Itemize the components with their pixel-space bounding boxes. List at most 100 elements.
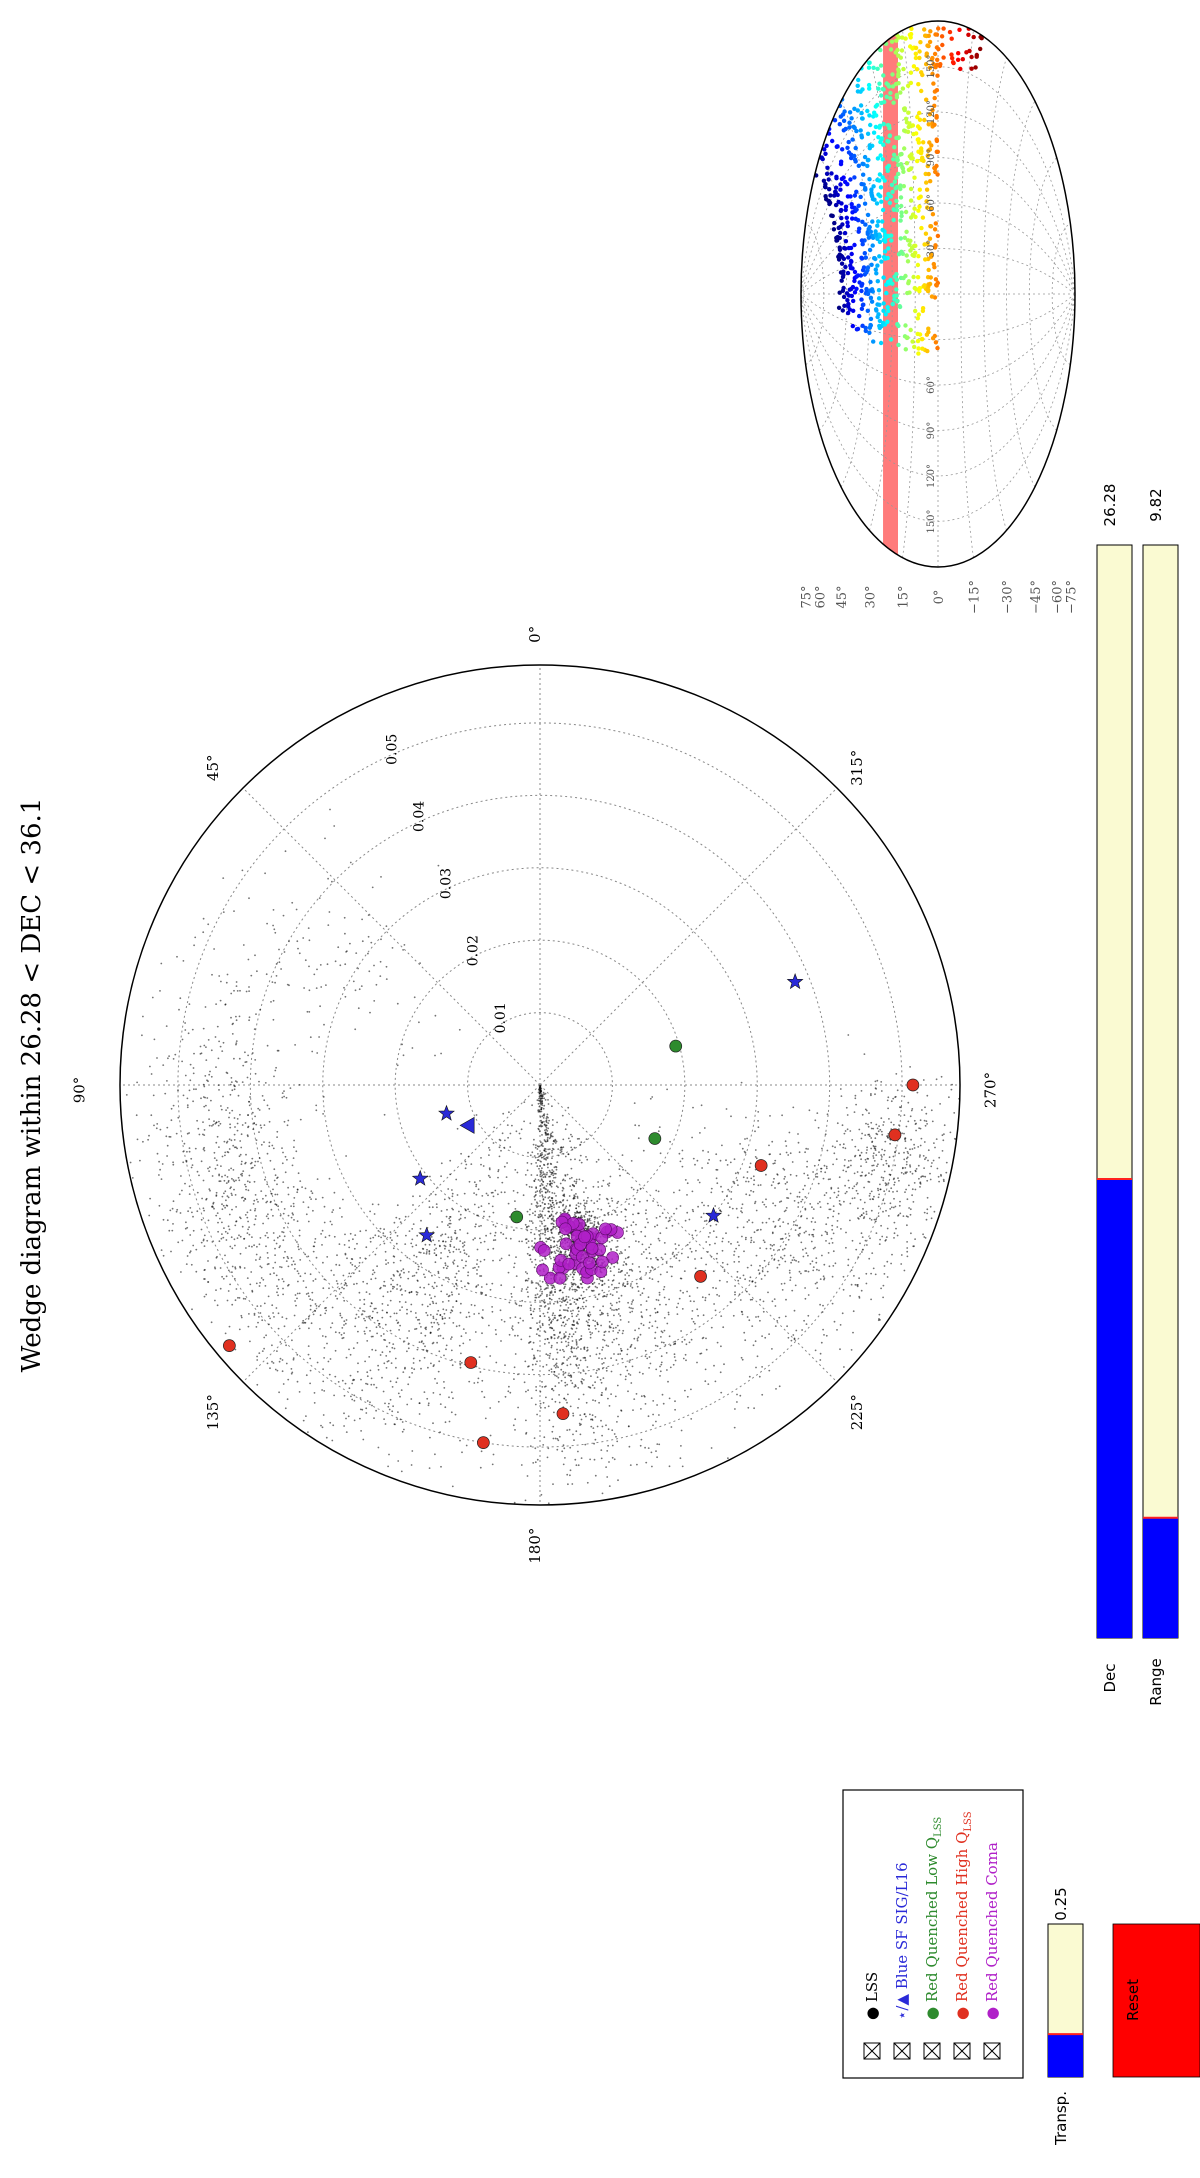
lss-point: [323, 1347, 326, 1349]
lss-point: [449, 1243, 452, 1246]
lss-point: [520, 1464, 523, 1466]
lss-point: [734, 1285, 736, 1287]
lss-point: [326, 1256, 329, 1258]
lss-point: [432, 1341, 435, 1344]
lss-point: [541, 1381, 543, 1383]
lss-point: [852, 1331, 854, 1334]
lss-point: [708, 1293, 711, 1296]
lss-point: [547, 1116, 549, 1119]
lss-point: [397, 1460, 400, 1462]
lss-point: [343, 1320, 346, 1323]
lss-point: [227, 1269, 230, 1272]
lss-point: [562, 1321, 565, 1324]
lss-point: [772, 1162, 775, 1165]
lss-point: [723, 1270, 726, 1273]
lss-point: [221, 1050, 224, 1052]
lss-point: [142, 1015, 144, 1018]
lss-point: [882, 1199, 884, 1202]
lss-point: [774, 1225, 777, 1227]
lss-point: [450, 1291, 453, 1294]
lss-point: [573, 1324, 576, 1326]
lss-point: [184, 1029, 187, 1031]
lss-point: [621, 1252, 623, 1255]
lss-point: [832, 1232, 835, 1235]
lss-point: [420, 1262, 422, 1265]
lss-point: [540, 1305, 543, 1307]
lss-point: [474, 1225, 477, 1228]
lss-point: [781, 1237, 784, 1240]
lss-point: [607, 1345, 610, 1347]
lss-point: [559, 1149, 562, 1151]
lss-point: [281, 1359, 284, 1361]
lss-point: [812, 1266, 815, 1268]
lss-point: [551, 1124, 554, 1126]
lss-point: [616, 1384, 619, 1387]
lss-point: [582, 1290, 585, 1293]
lss-point: [668, 1465, 671, 1468]
lss-point: [204, 1006, 207, 1008]
lss-point: [205, 1104, 207, 1107]
lss-point: [378, 1322, 381, 1325]
lss-point: [585, 1288, 588, 1291]
lss-point: [200, 1097, 202, 1100]
lss-point: [513, 1266, 515, 1269]
lss-point: [281, 1162, 284, 1165]
lss-point: [569, 1185, 572, 1187]
lss-point: [338, 1264, 341, 1267]
lss-point: [445, 1344, 448, 1347]
lss-point: [451, 1358, 453, 1361]
lss-point: [764, 1274, 766, 1277]
lss-point: [276, 1193, 279, 1196]
lss-point: [267, 1257, 269, 1259]
lss-point: [182, 1150, 185, 1153]
lss-point: [571, 1315, 574, 1318]
lss-point: [775, 1388, 777, 1390]
lss-point: [541, 1386, 544, 1388]
lss-point: [464, 1167, 467, 1170]
lss-point: [299, 1118, 302, 1121]
lss-point: [908, 1207, 910, 1209]
lss-point: [680, 1277, 683, 1280]
lss-point: [901, 1132, 903, 1135]
lss-point: [751, 1298, 754, 1301]
lss-point: [436, 1322, 439, 1324]
lss-point: [506, 1124, 509, 1126]
lss-point: [597, 1208, 599, 1210]
lss-point: [534, 1461, 537, 1464]
lss-point: [260, 1126, 263, 1129]
lss-point: [310, 1198, 312, 1200]
lss-point: [530, 1280, 533, 1282]
lss-point: [556, 1319, 559, 1321]
lss-point: [363, 1310, 366, 1313]
lss-point: [533, 1308, 536, 1310]
lss-point: [883, 1121, 885, 1123]
lss-point: [644, 1355, 647, 1358]
lss-point: [899, 1200, 901, 1203]
lss-point: [905, 1188, 907, 1191]
lss-point: [545, 1156, 548, 1159]
lss-point: [383, 1113, 386, 1116]
wedge-diagram: 0°45°90°135°180°225°270°315°0.010.020.03…: [70, 626, 999, 1564]
lss-point: [909, 1154, 912, 1156]
lss-point: [826, 1149, 829, 1152]
lss-point: [639, 1277, 641, 1280]
lss-point: [477, 1377, 480, 1380]
lss-point: [619, 1165, 621, 1167]
lss-point: [248, 1226, 251, 1228]
lss-point: [574, 1331, 577, 1333]
lss-point: [924, 1175, 927, 1178]
lss-point: [839, 1204, 842, 1206]
lss-point: [860, 1165, 862, 1167]
lss-point: [405, 1234, 407, 1237]
lss-point: [603, 1339, 606, 1342]
lss-point: [261, 1319, 264, 1322]
lss-point: [558, 1332, 561, 1334]
lss-point: [230, 1236, 233, 1239]
lss-point: [277, 1294, 279, 1297]
lss-point: [534, 1403, 537, 1406]
lss-point: [869, 1198, 872, 1201]
lss-point: [283, 1325, 286, 1328]
lss-point: [302, 1280, 305, 1282]
lss-point: [892, 1123, 895, 1126]
lss-point: [238, 1179, 241, 1182]
